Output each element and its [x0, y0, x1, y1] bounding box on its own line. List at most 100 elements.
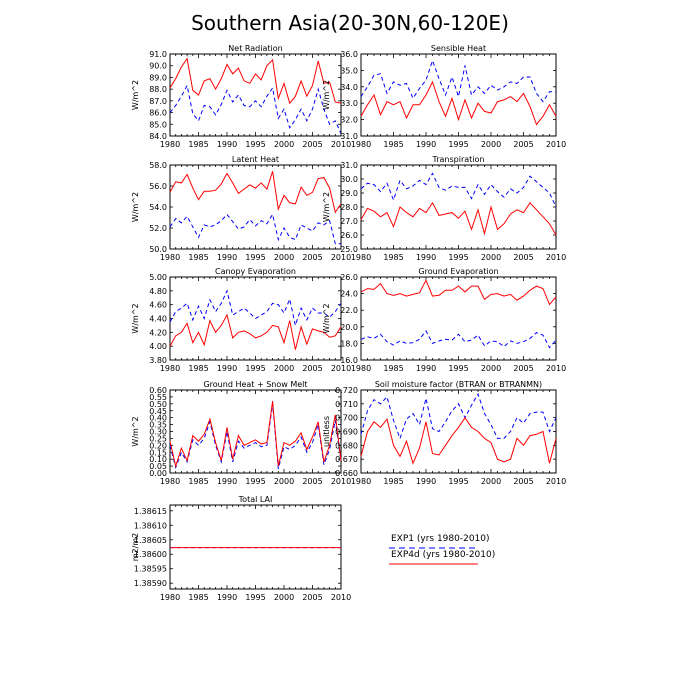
y-tick-label: 0.50 — [149, 400, 167, 409]
x-tick-label: 1980 — [160, 477, 180, 486]
x-tick-label: 2000 — [274, 593, 294, 602]
x-tick-label: 1980 — [160, 364, 180, 373]
x-tick-label: 1990 — [217, 364, 237, 373]
legend-label-2: EXP4d (yrs 1980-2010) — [391, 550, 495, 560]
chart-panel-4: Transpiration W/m^2 25.0 26.0 27.0 28.0 29.0 30… — [322, 155, 566, 262]
y-tick-label: 27.0 — [340, 217, 358, 226]
y-tick-label: 0.00 — [149, 469, 167, 478]
chart-panel-5: Canopy Evaporation W/m^2 3.80 4.00 4.20 4.40 4… — [131, 267, 351, 373]
y-tick-label: 0.35 — [149, 421, 167, 430]
y-tick-label: 54.0 — [149, 203, 167, 212]
x-tick-label: 1995 — [448, 140, 468, 149]
x-tick-label: 1980 — [351, 364, 371, 373]
y-tick-label: 35.0 — [340, 66, 358, 75]
series-line-exp4d — [169, 171, 342, 214]
plot-frame — [169, 504, 342, 590]
y-tick-label: 0.20 — [149, 441, 167, 450]
panel-title: Transpiration — [432, 155, 485, 164]
y-tick-label: 0.700 — [335, 414, 358, 423]
panel-title: Soil moisture factor (BTRAN or BTRANMN) — [375, 380, 542, 389]
panel-title: Sensible Heat — [431, 44, 486, 53]
x-tick-label: 2000 — [274, 253, 294, 262]
x-tick-label: 2000 — [481, 477, 501, 486]
y-tick-label: 91.0 — [149, 50, 167, 59]
y-tick-label: 22.0 — [340, 306, 358, 315]
x-tick-label: 1980 — [160, 253, 180, 262]
x-tick-label: 1980 — [351, 477, 371, 486]
x-tick-label: 1980 — [351, 140, 371, 149]
chart-panel-9: Total LAI m2/m2 1.38590 1.38595 1.38600 1.386… — [131, 495, 351, 602]
y-tick-label: 4.40 — [149, 315, 167, 324]
y-tick-label: 0.45 — [149, 407, 167, 416]
series-line-exp1 — [169, 213, 341, 245]
y-tick-label: 84.0 — [149, 132, 167, 141]
y-tick-label: 0.710 — [335, 400, 358, 409]
x-tick-label: 2000 — [274, 477, 294, 486]
chart-panel-7: Ground Heat + Snow Melt W/m^2 0.000.050.10… — [131, 380, 351, 486]
y-tick-label: 58.0 — [149, 161, 167, 170]
x-tick-label: 2005 — [513, 477, 533, 486]
y-tick-label: 1.38605 — [134, 536, 167, 545]
x-tick-label: 1990 — [416, 140, 436, 149]
x-tick-label: 1985 — [383, 477, 403, 486]
x-tick-label: 1985 — [188, 593, 208, 602]
x-tick-label: 1990 — [217, 593, 237, 602]
x-tick-label: 1980 — [160, 593, 180, 602]
panel-title: Latent Heat — [232, 155, 279, 164]
x-tick-label: 2010 — [331, 253, 351, 262]
y-axis-label: W/m^2 — [131, 192, 140, 222]
x-tick-label: 2005 — [302, 253, 322, 262]
x-tick-label: 1985 — [188, 477, 208, 486]
y-tick-label: 56.0 — [149, 182, 167, 191]
panels: Net Radiation W/m^2 84.0 85.0 86.0 87.0 88.0 89… — [131, 44, 566, 602]
y-tick-label: 50.0 — [149, 245, 167, 254]
figure-title: Southern Asia(20-30N,60-120E) — [191, 11, 509, 35]
y-tick-label: 20.0 — [340, 323, 358, 332]
panel-title: Canopy Evaporation — [215, 267, 296, 276]
x-tick-label: 1990 — [416, 253, 436, 262]
x-tick-label: 1995 — [448, 477, 468, 486]
y-tick-label: 52.0 — [149, 224, 167, 233]
y-axis-label: unitless — [322, 416, 331, 447]
y-tick-label: 18.0 — [340, 339, 358, 348]
x-tick-label: 1995 — [245, 364, 265, 373]
panel-title: Net Radiation — [228, 44, 282, 53]
y-tick-label: 30.0 — [340, 175, 358, 184]
x-tick-label: 1995 — [448, 364, 468, 373]
x-tick-label: 2010 — [331, 593, 351, 602]
x-tick-label: 1990 — [217, 253, 237, 262]
x-tick-label: 2005 — [302, 364, 322, 373]
y-axis-label: W/m^2 — [322, 303, 331, 333]
y-tick-label: 0.670 — [335, 455, 358, 464]
y-tick-label: 3.80 — [149, 356, 167, 365]
plot-frame — [360, 164, 557, 250]
y-axis-label: W/m^2 — [131, 416, 140, 446]
x-tick-label: 2005 — [302, 593, 322, 602]
series-line-exp4d — [169, 401, 342, 469]
y-axis-label: W/m^2 — [322, 80, 331, 110]
x-tick-label: 1980 — [160, 140, 180, 149]
x-tick-label: 1985 — [188, 253, 208, 262]
x-tick-label: 1995 — [245, 593, 265, 602]
y-tick-label: 1.38610 — [134, 521, 167, 530]
y-tick-label: 0.660 — [335, 469, 358, 478]
x-tick-label: 2005 — [513, 140, 533, 149]
series-line-exp4d — [360, 80, 557, 126]
series-line-exp1 — [360, 59, 556, 103]
y-tick-label: 0.680 — [335, 441, 358, 450]
x-tick-label: 2010 — [546, 477, 566, 486]
x-tick-label: 1985 — [383, 364, 403, 373]
y-axis-label: W/m^2 — [322, 192, 331, 222]
series-line-exp1 — [169, 289, 342, 328]
series-line-exp4d — [360, 416, 557, 465]
y-tick-label: 1.38600 — [134, 550, 167, 559]
y-tick-label: 85.0 — [149, 120, 167, 129]
x-tick-label: 2010 — [331, 140, 351, 149]
y-tick-label: 4.80 — [149, 287, 167, 296]
y-tick-label: 0.10 — [149, 455, 167, 464]
x-tick-label: 1995 — [245, 253, 265, 262]
y-tick-label: 4.00 — [149, 342, 167, 351]
series-line-exp1 — [360, 172, 557, 208]
series-line-exp4d — [169, 313, 342, 350]
